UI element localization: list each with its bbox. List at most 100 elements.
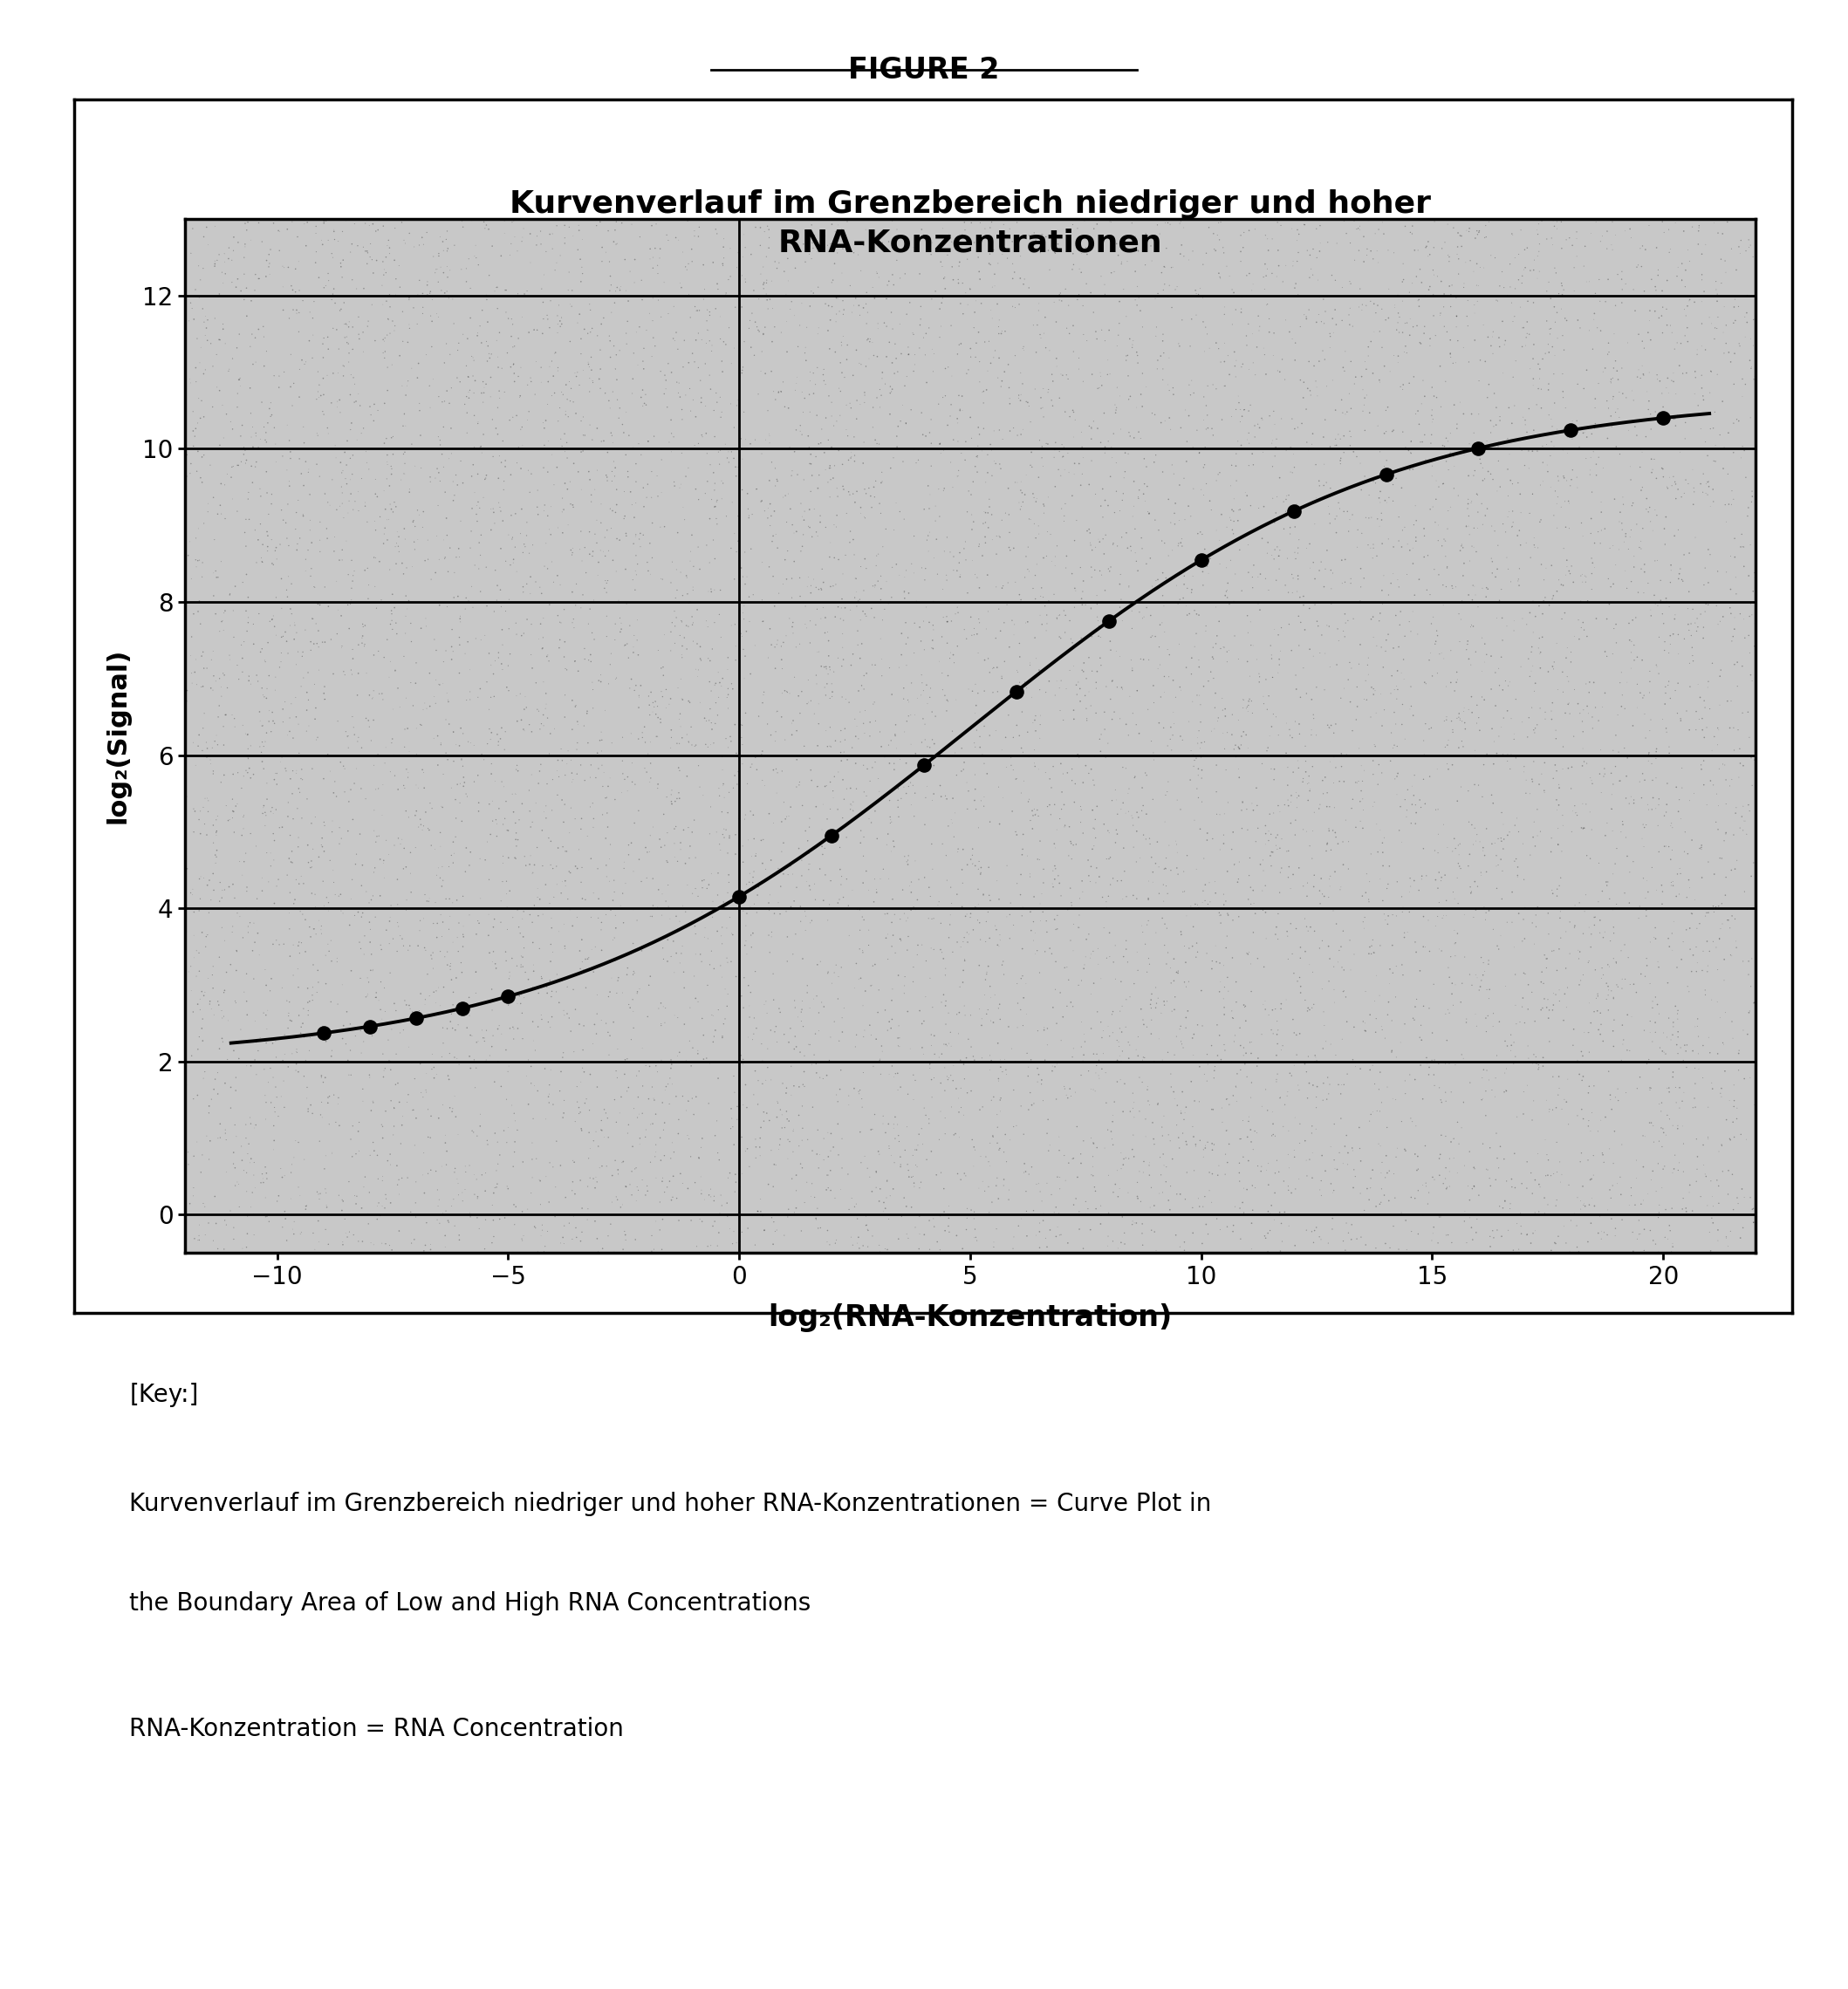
Point: [584, 547, 614, 579]
Point: [843, 585, 872, 617]
Point: [1663, 251, 1693, 282]
Point: [249, 752, 279, 784]
Point: [1098, 527, 1127, 559]
Point: [187, 465, 216, 497]
Point: [549, 593, 578, 625]
Point: [804, 688, 833, 720]
Point: [1597, 412, 1626, 444]
Point: [1658, 469, 1687, 501]
Point: [1432, 440, 1462, 471]
Point: [1166, 1010, 1196, 1042]
Point: [1042, 529, 1072, 561]
Point: [275, 338, 305, 370]
Point: [1475, 1132, 1504, 1164]
Point: [1534, 994, 1563, 1026]
Point: [322, 947, 351, 979]
Point: [1689, 1150, 1719, 1181]
Point: [1260, 829, 1290, 861]
Point: [1112, 778, 1142, 810]
Point: [1421, 794, 1451, 825]
Point: [789, 396, 819, 428]
Point: [663, 1104, 693, 1136]
Point: [1318, 895, 1347, 927]
Point: [1700, 396, 1730, 428]
Point: [1212, 716, 1242, 748]
Point: [432, 274, 462, 306]
Point: [390, 398, 419, 430]
Point: [1702, 265, 1732, 296]
Point: [846, 629, 876, 660]
Point: [1185, 650, 1214, 682]
Point: [915, 1104, 944, 1136]
Point: [368, 1122, 397, 1154]
Point: [917, 903, 946, 935]
Point: [767, 756, 796, 788]
Point: [549, 378, 578, 410]
Point: [1635, 491, 1665, 523]
Point: [815, 766, 845, 798]
Point: [1013, 607, 1042, 638]
Point: [926, 310, 955, 342]
Point: [549, 909, 578, 941]
Point: [1249, 688, 1279, 720]
Point: [761, 1150, 791, 1181]
Point: [861, 539, 891, 571]
Point: [1068, 1044, 1098, 1076]
Point: [1499, 362, 1528, 394]
Point: [857, 571, 887, 603]
Point: [656, 1183, 686, 1215]
Point: [1114, 796, 1144, 827]
Point: [1319, 430, 1349, 461]
Point: [553, 473, 582, 505]
Point: [310, 969, 340, 1000]
Point: [477, 1030, 506, 1062]
Point: [1090, 1046, 1120, 1078]
Point: [1371, 1162, 1401, 1193]
Point: [1543, 829, 1573, 861]
Point: [1120, 221, 1149, 253]
Point: [1336, 292, 1366, 324]
Point: [952, 1160, 981, 1191]
Point: [623, 1082, 652, 1114]
Point: [780, 985, 809, 1016]
Point: [675, 1124, 704, 1156]
Point: [1432, 1219, 1462, 1251]
Point: [1538, 1060, 1567, 1092]
Point: [1151, 841, 1181, 873]
Point: [503, 619, 532, 650]
Point: [870, 1193, 900, 1225]
Point: [863, 257, 893, 288]
Point: [190, 320, 220, 352]
Point: [778, 704, 808, 736]
Point: [1623, 577, 1652, 609]
Point: [214, 356, 244, 388]
Point: [547, 430, 577, 461]
Point: [1462, 215, 1491, 247]
Point: [1682, 603, 1711, 634]
Point: [1057, 1040, 1087, 1072]
Point: [1680, 1010, 1709, 1042]
Point: [1022, 1219, 1052, 1251]
Point: [1140, 446, 1170, 477]
Point: [1205, 1020, 1234, 1052]
Point: [1297, 1118, 1327, 1150]
Point: [1345, 786, 1375, 817]
Point: [1308, 469, 1338, 501]
Point: [490, 376, 519, 408]
Point: [1020, 481, 1050, 513]
Point: [1164, 505, 1194, 537]
Point: [636, 766, 665, 798]
Point: [630, 831, 660, 863]
Point: [492, 1034, 521, 1066]
Point: [843, 475, 872, 507]
Point: [942, 591, 972, 623]
Point: [179, 1172, 209, 1203]
Point: [678, 815, 708, 847]
Point: [188, 1187, 218, 1219]
Point: [334, 1166, 364, 1197]
Point: [1702, 284, 1732, 316]
Point: [1682, 1010, 1711, 1042]
Point: [1026, 1215, 1055, 1247]
Point: [867, 467, 896, 499]
Point: [824, 591, 854, 623]
